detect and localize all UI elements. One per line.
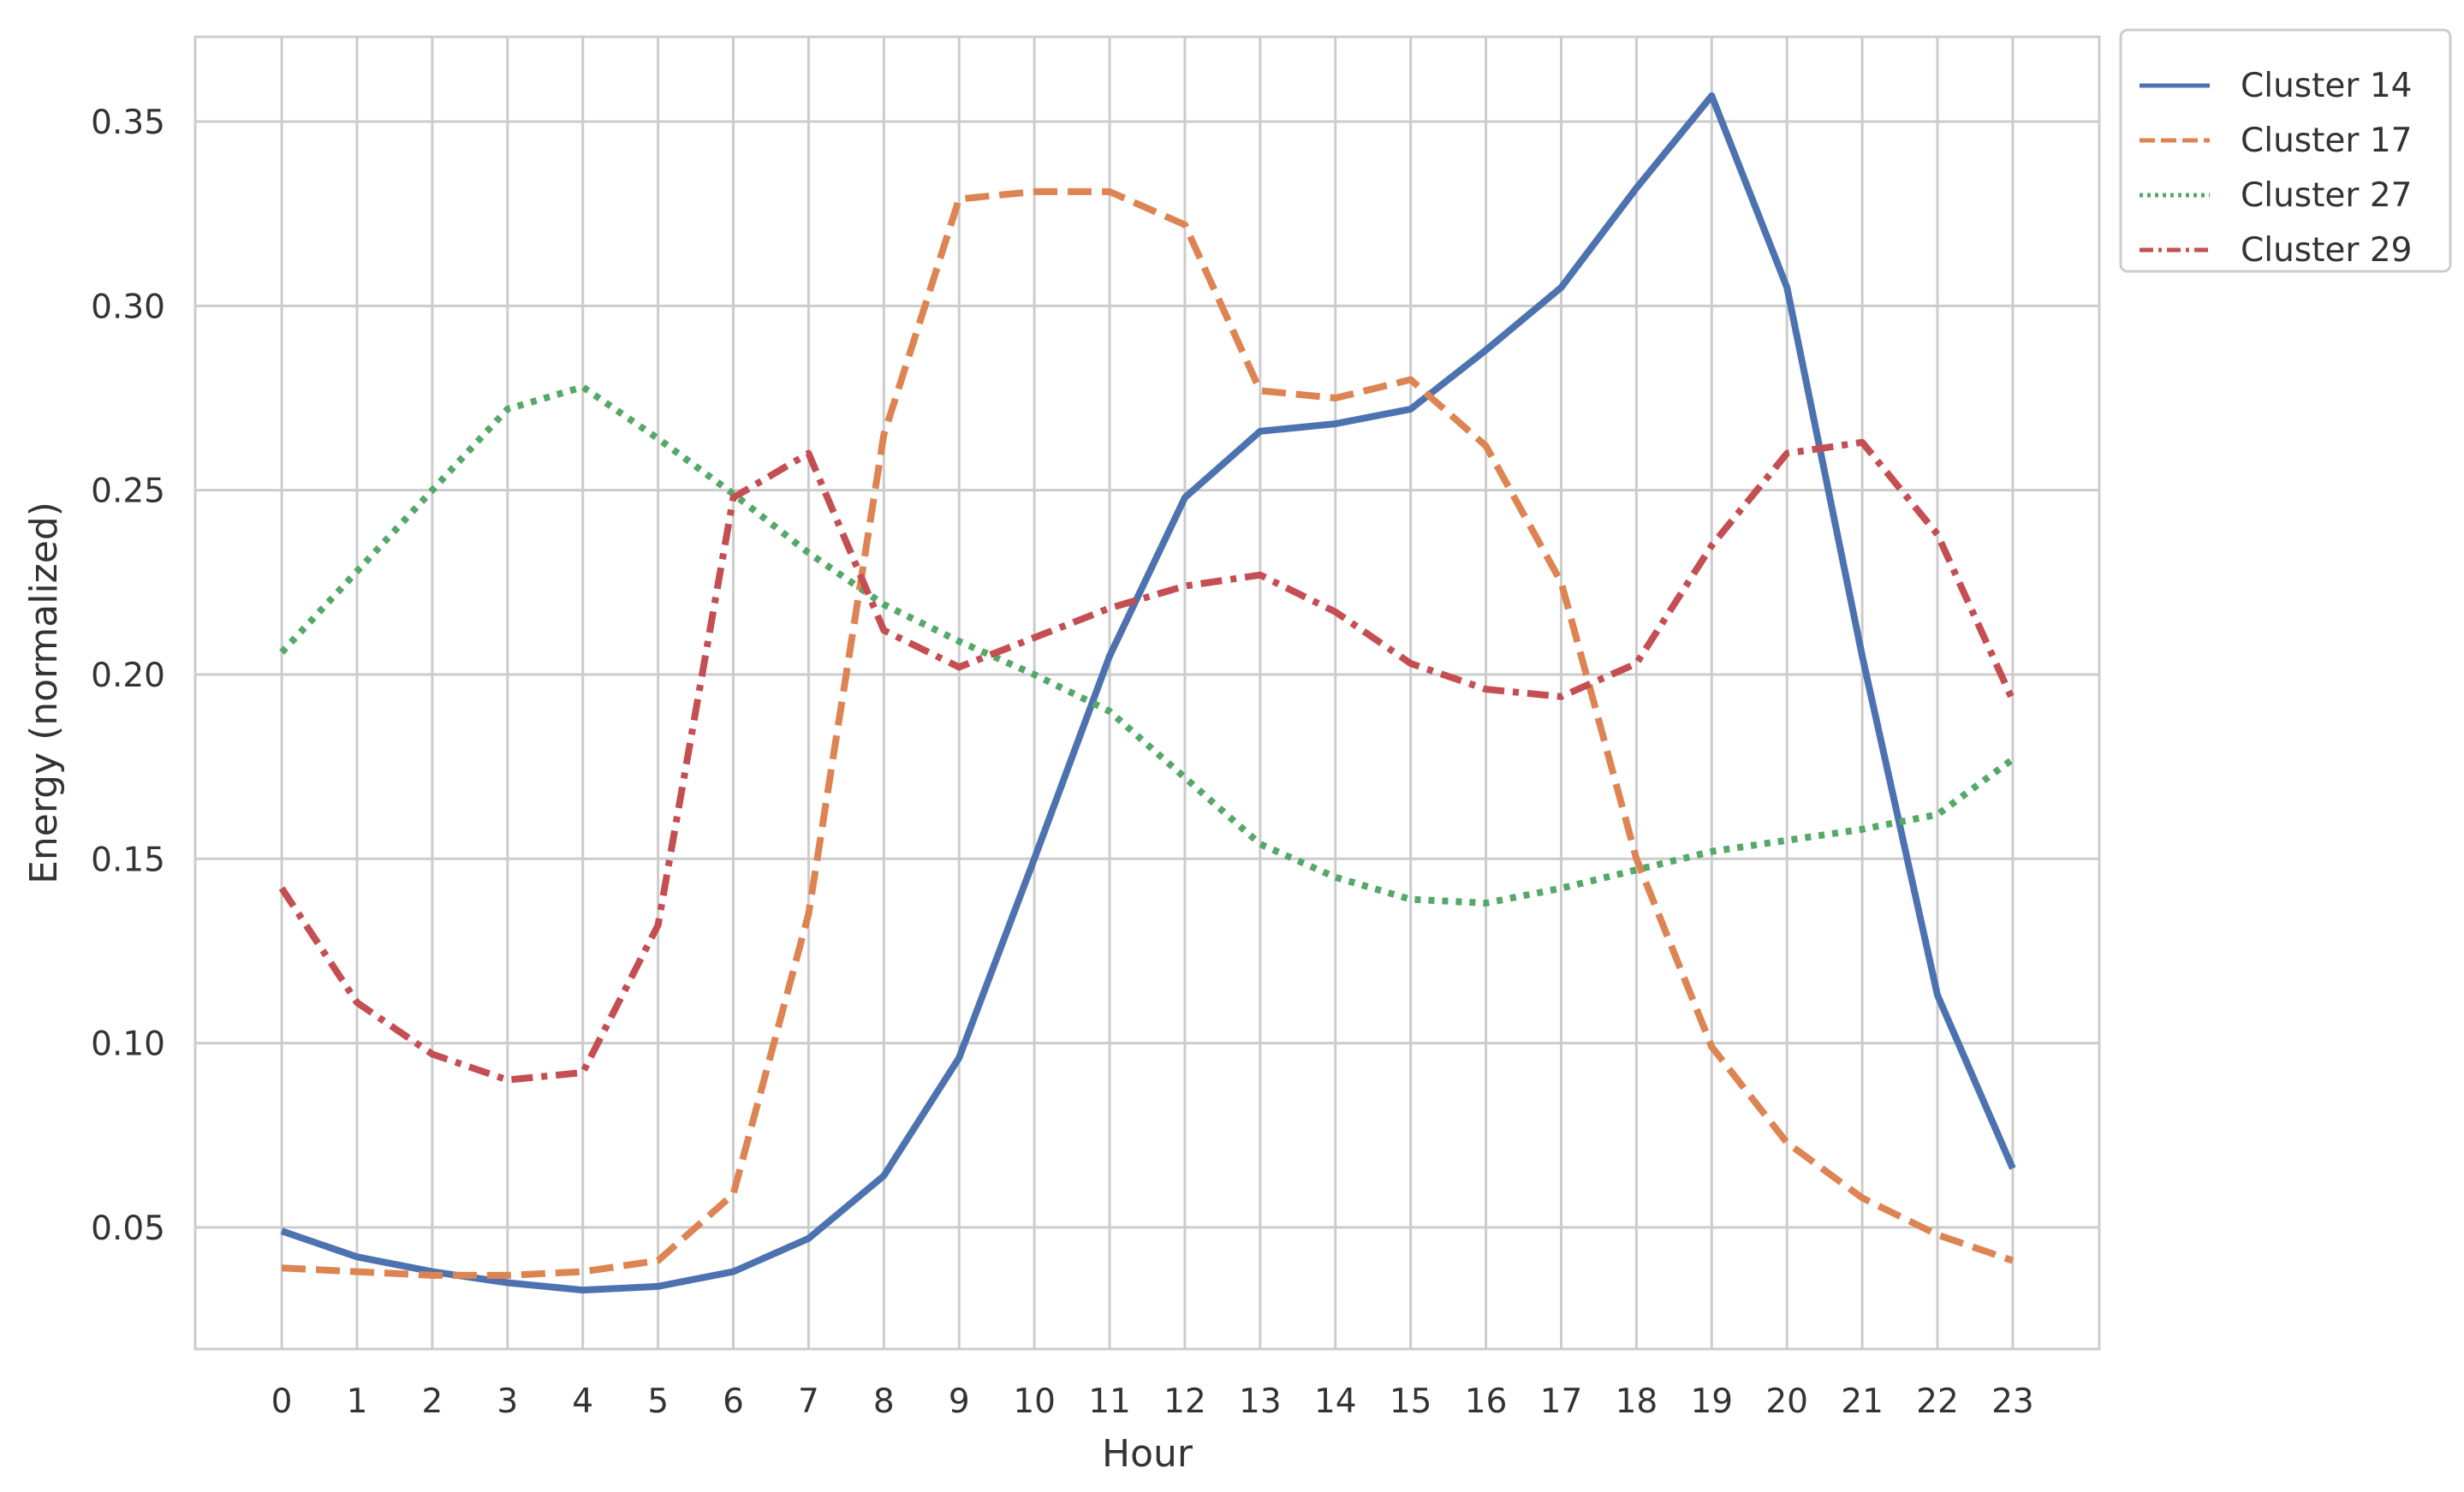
- x-tick-label: 8: [873, 1382, 895, 1421]
- legend-label: Cluster 29: [2241, 231, 2412, 270]
- x-axis-label: Hour: [1102, 1432, 1193, 1476]
- x-tick-label: 12: [1164, 1382, 1206, 1421]
- x-tick-label: 16: [1465, 1382, 1508, 1421]
- x-tick-label: 7: [798, 1382, 819, 1421]
- y-tick-label: 0.35: [91, 104, 165, 142]
- x-tick-label: 11: [1088, 1382, 1131, 1421]
- plot-frame: [193, 35, 2101, 1351]
- x-tick-label: 4: [572, 1382, 593, 1421]
- y-axis-ticks: 0.05 0.10 0.15 0.20 0.25 0.30 0.35: [91, 104, 165, 1248]
- y-tick-label: 0.30: [91, 288, 165, 326]
- y-tick-label: 0.20: [91, 657, 165, 695]
- grid-lines: [195, 37, 2099, 1349]
- x-tick-label: 18: [1616, 1382, 1658, 1421]
- x-tick-label: 19: [1690, 1382, 1733, 1421]
- y-tick-label: 0.15: [91, 841, 165, 879]
- x-tick-label: 6: [723, 1382, 744, 1421]
- x-tick-label: 21: [1841, 1382, 1884, 1421]
- x-tick-label: 10: [1013, 1382, 1056, 1421]
- x-tick-label: 22: [1916, 1382, 1959, 1421]
- x-tick-label: 15: [1390, 1382, 1432, 1421]
- x-tick-label: 13: [1239, 1382, 1282, 1421]
- legend-label: Cluster 14: [2241, 67, 2412, 105]
- y-tick-label: 0.10: [91, 1025, 165, 1064]
- x-tick-label: 0: [271, 1382, 293, 1421]
- x-tick-label: 17: [1540, 1382, 1583, 1421]
- legend-label: Cluster 17: [2241, 122, 2412, 160]
- x-tick-label: 14: [1314, 1382, 1357, 1421]
- x-axis-ticks: 0 1 2 3 4 5 6 7 8 9 10 11 12 13 14 15 16 17 18 19 20 21 22 23: [271, 1382, 2034, 1421]
- y-tick-label: 0.25: [91, 473, 165, 511]
- series-line-3: [279, 383, 2015, 906]
- series-line-4: [278, 438, 2016, 1084]
- series-line-1: [280, 92, 2016, 1294]
- x-tick-label: 5: [647, 1382, 669, 1421]
- x-tick-label: 20: [1765, 1382, 1808, 1421]
- x-tick-label: 23: [1991, 1382, 2034, 1421]
- legend-box: [2119, 28, 2452, 273]
- series-lines: [278, 92, 2016, 1294]
- x-tick-label: 1: [347, 1382, 368, 1421]
- legend-label: Cluster 27: [2241, 176, 2412, 215]
- series-line-2: [281, 187, 2015, 1279]
- y-axis-label: Energy (normalized): [22, 502, 66, 884]
- legend: Cluster 14 Cluster 17 Cluster 27 Cluster 29: [2119, 28, 2452, 273]
- plot-background: [195, 37, 2099, 1349]
- x-tick-label: 2: [421, 1382, 443, 1421]
- y-tick-label: 0.05: [91, 1210, 165, 1248]
- x-tick-label: 3: [497, 1382, 518, 1421]
- x-tick-label: 9: [949, 1382, 970, 1421]
